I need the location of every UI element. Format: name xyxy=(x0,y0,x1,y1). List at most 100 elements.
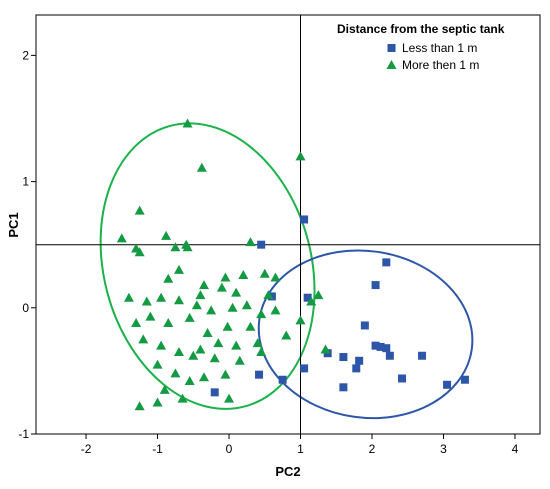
point-more-than-1m xyxy=(313,290,324,300)
y-tick-label: 0 xyxy=(22,301,29,315)
point-more-than-1m xyxy=(156,292,167,302)
point-more-than-1m xyxy=(123,292,134,302)
legend-label-more-than-1m: More then 1 m xyxy=(402,58,479,72)
point-more-than-1m xyxy=(141,296,152,306)
point-more-than-1m xyxy=(134,401,145,411)
point-more-than-1m xyxy=(222,321,233,331)
point-more-than-1m xyxy=(182,118,193,128)
point-less-than-1m xyxy=(339,383,348,392)
point-more-than-1m xyxy=(195,344,206,354)
point-more-than-1m xyxy=(245,237,256,247)
reference-lines xyxy=(36,15,540,434)
point-more-than-1m xyxy=(161,230,172,240)
point-more-than-1m xyxy=(134,247,145,257)
point-more-than-1m xyxy=(231,340,242,350)
point-less-than-1m xyxy=(460,375,469,384)
point-more-than-1m xyxy=(209,353,220,363)
y-axis-title: PC1 xyxy=(6,212,21,237)
point-more-than-1m xyxy=(231,287,242,297)
x-tick-label: 4 xyxy=(512,442,519,456)
point-less-than-1m xyxy=(360,321,369,330)
point-less-than-1m xyxy=(371,281,380,290)
point-less-than-1m xyxy=(257,240,266,249)
point-more-than-1m xyxy=(256,346,267,356)
point-more-than-1m xyxy=(199,280,209,290)
point-more-than-1m xyxy=(263,290,274,300)
point-less-than-1m xyxy=(371,341,380,350)
point-more-than-1m xyxy=(295,151,306,161)
point-more-than-1m xyxy=(195,290,206,300)
point-more-than-1m xyxy=(238,269,249,279)
point-more-than-1m xyxy=(245,321,256,331)
point-more-than-1m xyxy=(270,272,281,282)
x-tick-label: -2 xyxy=(81,442,92,456)
plot-frame xyxy=(35,14,541,435)
point-less-than-1m xyxy=(355,356,364,365)
y-tick-label: -1 xyxy=(18,427,29,441)
point-less-than-1m xyxy=(267,292,276,301)
x-axis-title: PC2 xyxy=(275,464,300,479)
point-less-than-1m xyxy=(210,388,219,397)
point-less-than-1m xyxy=(303,293,312,302)
point-more-than-1m xyxy=(156,340,167,350)
point-more-than-1m xyxy=(295,315,306,325)
point-more-than-1m xyxy=(196,162,207,172)
point-more-than-1m xyxy=(184,375,195,385)
point-more-than-1m xyxy=(281,330,292,340)
point-less-than-1m xyxy=(339,353,348,362)
point-less-than-1m xyxy=(300,364,309,373)
point-less-than-1m xyxy=(376,342,385,351)
x-tick-label: 1 xyxy=(297,442,304,456)
point-more-than-1m xyxy=(173,346,184,356)
point-less-than-1m xyxy=(443,380,452,389)
point-more-than-1m xyxy=(134,205,145,215)
point-more-than-1m xyxy=(177,393,188,403)
point-more-than-1m xyxy=(252,338,263,348)
point-less-than-1m xyxy=(352,364,361,373)
legend-marker-less-than-1m xyxy=(387,44,396,52)
legend-title: Distance from the septic tank xyxy=(337,22,505,36)
x-tick-label: 0 xyxy=(226,442,233,456)
point-less-than-1m xyxy=(255,370,264,379)
legend-label-less-than-1m: Less than 1 m xyxy=(402,41,477,55)
confidence-ellipses xyxy=(99,122,474,420)
x-tick-label: -1 xyxy=(152,442,163,456)
point-more-than-1m xyxy=(220,272,231,282)
point-more-than-1m xyxy=(306,296,317,306)
axis-ticks: -2 -1 0 1 2 3 4 -1 0 1 2 xyxy=(18,48,518,456)
point-more-than-1m xyxy=(152,359,163,369)
y-tick-label: 2 xyxy=(22,48,29,62)
x-tick-label: 3 xyxy=(440,442,447,456)
point-more-than-1m xyxy=(182,242,193,252)
point-more-than-1m xyxy=(173,264,184,274)
point-more-than-1m xyxy=(206,305,217,315)
point-more-than-1m xyxy=(270,305,281,315)
point-more-than-1m xyxy=(234,355,245,365)
point-more-than-1m xyxy=(202,328,213,338)
legend: Distance from the septic tank Less than … xyxy=(337,22,505,72)
point-more-than-1m xyxy=(213,338,224,348)
point-less-than-1m xyxy=(278,375,287,384)
data-points xyxy=(116,118,469,411)
point-more-than-1m xyxy=(216,282,227,292)
point-more-than-1m xyxy=(173,295,184,305)
point-less-than-1m xyxy=(382,344,391,353)
point-more-than-1m xyxy=(256,309,267,319)
ellipse-more-than-1m xyxy=(99,122,316,410)
point-more-than-1m xyxy=(159,384,170,394)
point-more-than-1m xyxy=(188,350,199,360)
point-more-than-1m xyxy=(138,334,149,344)
point-more-than-1m xyxy=(116,233,127,243)
point-more-than-1m xyxy=(227,302,238,312)
point-more-than-1m xyxy=(259,268,270,278)
point-more-than-1m xyxy=(131,317,142,327)
point-more-than-1m xyxy=(152,397,163,407)
point-more-than-1m xyxy=(170,368,181,378)
x-tick-label: 2 xyxy=(369,442,376,456)
ellipse-less-than-1m xyxy=(257,249,474,420)
point-less-than-1m xyxy=(398,374,407,383)
point-more-than-1m xyxy=(163,273,174,283)
point-more-than-1m xyxy=(170,242,181,252)
point-more-than-1m xyxy=(220,369,231,379)
